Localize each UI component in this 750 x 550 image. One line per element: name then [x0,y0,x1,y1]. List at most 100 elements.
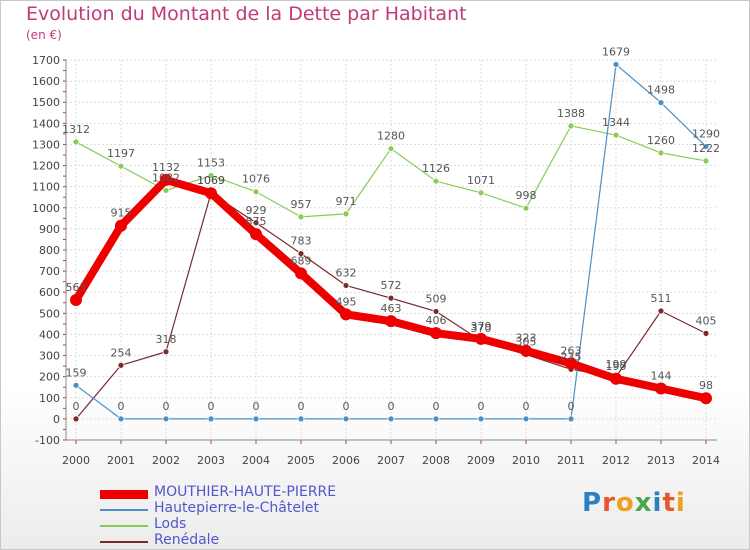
y-tick-label: 600 [39,286,60,299]
data-label: 1069 [197,174,225,187]
logo-letter: i [675,488,686,518]
y-tick-label: 100 [39,392,60,405]
data-label: 323 [516,332,537,345]
data-point [432,415,440,423]
data-point [252,188,260,196]
x-tick-label: 2007 [377,454,405,467]
data-label: 509 [426,292,447,305]
legend-swatch [100,489,148,499]
data-point [72,381,80,389]
data-label: 1153 [197,156,225,169]
data-label: 1388 [557,107,585,120]
data-point [342,282,350,289]
data-point [297,250,305,257]
data-label: 572 [381,279,402,292]
data-label: 1132 [152,161,180,174]
data-label: 406 [426,314,447,327]
logo-letter: x [634,488,653,518]
data-label: 190 [606,360,627,373]
data-label: 144 [651,369,672,382]
data-label: 199 [606,358,627,371]
data-point [432,177,440,185]
data-point [387,145,395,153]
data-label: 1076 [242,173,270,186]
data-label: 263 [561,344,582,357]
logo-letter: i [652,488,663,518]
data-point [250,228,262,241]
y-tick-label: 1300 [32,138,60,151]
data-label: 1069 [197,174,225,187]
data-label: 370 [471,322,492,335]
data-point [387,415,395,423]
x-tick-label: 2012 [602,454,630,467]
data-label: 405 [696,314,717,327]
data-point [657,307,665,315]
data-point [475,332,487,345]
data-label: 0 [388,400,395,413]
data-label: 1126 [422,162,450,175]
y-tick-label: 1400 [32,117,60,130]
logo-letter: P [582,488,603,518]
data-label: 783 [291,235,312,248]
data-label: 1344 [602,116,630,129]
x-tick-label: 2004 [242,454,270,467]
data-label: 0 [208,400,215,413]
logo-letter: o [615,488,635,518]
legend-swatch [100,525,148,527]
data-label: 929 [246,204,267,217]
data-label: 971 [336,195,357,208]
y-tick-label: 1600 [32,75,60,88]
data-label: 1260 [647,134,675,147]
data-point [612,61,620,68]
data-label: 1197 [107,147,135,160]
data-point [297,213,305,221]
data-point [117,162,125,170]
x-tick-label: 2003 [197,454,225,467]
proxiti-logo: Proxiti [582,488,686,518]
x-tick-label: 2002 [152,454,180,467]
data-point [207,172,215,179]
logo-letter: t [662,488,676,518]
data-point [565,357,577,370]
data-point [72,415,80,423]
data-label: 235 [561,350,582,363]
y-tick-label: 300 [39,350,60,363]
x-tick-label: 2010 [512,454,540,467]
data-point [702,157,710,165]
legend-label: Hautepierre-le-Châtelet [154,500,319,516]
data-point [567,122,575,130]
data-label: 1222 [692,142,720,155]
logo-letter: r [602,488,616,518]
data-point [520,344,532,357]
data-label: 689 [291,254,312,267]
data-point [702,329,710,337]
data-point [430,327,442,340]
y-tick-label: 1000 [32,202,60,215]
data-label: 875 [246,215,267,228]
data-point [295,267,307,280]
data-point [385,315,397,328]
y-tick-label: 1700 [32,54,60,67]
data-label: 159 [66,366,87,379]
data-label: 254 [111,346,132,359]
data-label: 1498 [647,84,675,97]
data-label: 1280 [377,130,405,143]
data-label: 0 [568,400,575,413]
y-tick-label: 1100 [32,181,60,194]
y-tick-label: 200 [39,371,60,384]
data-point [477,415,485,423]
data-point [612,131,620,139]
x-tick-label: 2013 [647,454,675,467]
x-tick-label: 2005 [287,454,315,467]
x-tick-label: 2009 [467,454,495,467]
data-label: 0 [478,400,485,413]
data-point [657,99,665,107]
data-label: 98 [699,379,713,392]
data-point [160,173,172,186]
data-point [655,382,667,395]
data-label: 0 [253,400,260,413]
data-label: 511 [651,292,672,305]
data-point [115,219,127,232]
data-point [205,187,217,200]
